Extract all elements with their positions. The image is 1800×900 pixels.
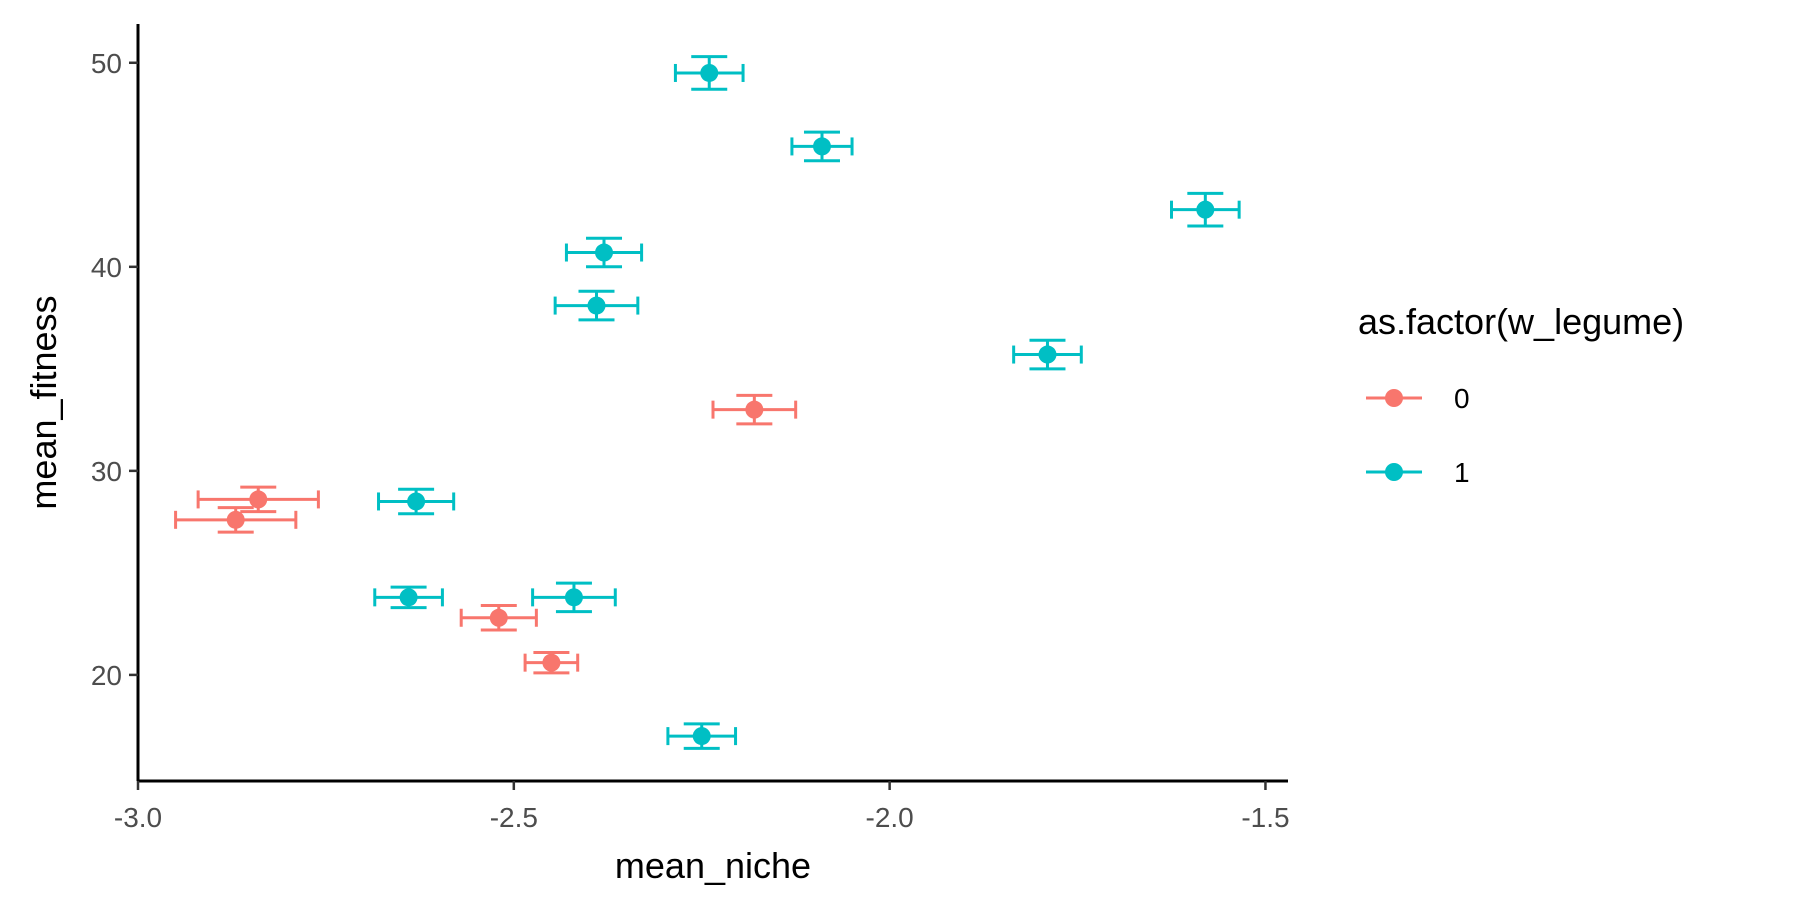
data-point-series-0: [249, 490, 268, 509]
y-tick-label: 20: [91, 660, 122, 691]
x-tick-label: -1.5: [1241, 802, 1289, 833]
data-point-group-series-0: [711, 393, 798, 426]
legend: as.factor(w_legume) 0 1: [1358, 301, 1684, 488]
data-point-series-1: [1038, 345, 1057, 364]
data-point-series-1: [812, 137, 831, 156]
legend-label: 1: [1454, 457, 1470, 488]
data-point-group-series-1: [1012, 338, 1083, 371]
data-point-group-series-0: [174, 506, 298, 534]
data-point-group-series-0: [459, 604, 538, 632]
data-point-group-series-1: [673, 55, 745, 91]
data-point-series-0: [489, 608, 508, 627]
axes: -3.0 -2.5 -2.0 -1.5 20 30 40 50: [91, 24, 1290, 833]
data-point-group-series-1: [531, 581, 617, 614]
data-point-group-series-1: [373, 585, 444, 610]
data-point-group-series-1: [564, 236, 644, 269]
data-point-series-1: [1196, 200, 1215, 219]
data-point-group-series-1: [790, 130, 854, 163]
x-tick-label: -2.5: [490, 802, 538, 833]
y-tick-label: 50: [91, 48, 122, 79]
x-tick-label: -3.0: [114, 802, 162, 833]
x-tick-label: -2.0: [866, 802, 914, 833]
data-point-series-1: [407, 492, 426, 511]
y-axis-title: mean_fitness: [23, 295, 64, 509]
legend-key-1: [1366, 463, 1422, 481]
legend-key-0: [1366, 389, 1422, 407]
x-axis-title: mean_niche: [615, 845, 811, 886]
plot-marks: [174, 55, 1241, 750]
legend-key-point: [1385, 463, 1403, 481]
legend-key-point: [1385, 389, 1403, 407]
data-point-group-series-1: [666, 722, 738, 750]
data-point-series-0: [745, 400, 764, 419]
data-point-group-series-1: [1169, 191, 1241, 228]
legend-title: as.factor(w_legume): [1358, 301, 1684, 342]
data-point-group-series-0: [523, 650, 580, 675]
y-tick-label: 30: [91, 456, 122, 487]
data-point-series-1: [587, 296, 606, 315]
data-point-series-1: [564, 588, 583, 607]
data-point-series-1: [399, 588, 418, 607]
data-point-series-0: [542, 653, 561, 672]
legend-label: 0: [1454, 383, 1470, 414]
data-point-group-series-0: [196, 485, 320, 514]
data-point-series-0: [226, 510, 245, 529]
data-point-group-series-1: [377, 487, 456, 516]
y-tick-label: 40: [91, 252, 122, 283]
data-point-series-1: [595, 243, 614, 262]
data-point-series-1: [700, 63, 719, 82]
data-point-group-series-1: [553, 289, 640, 322]
data-point-series-1: [692, 727, 711, 746]
